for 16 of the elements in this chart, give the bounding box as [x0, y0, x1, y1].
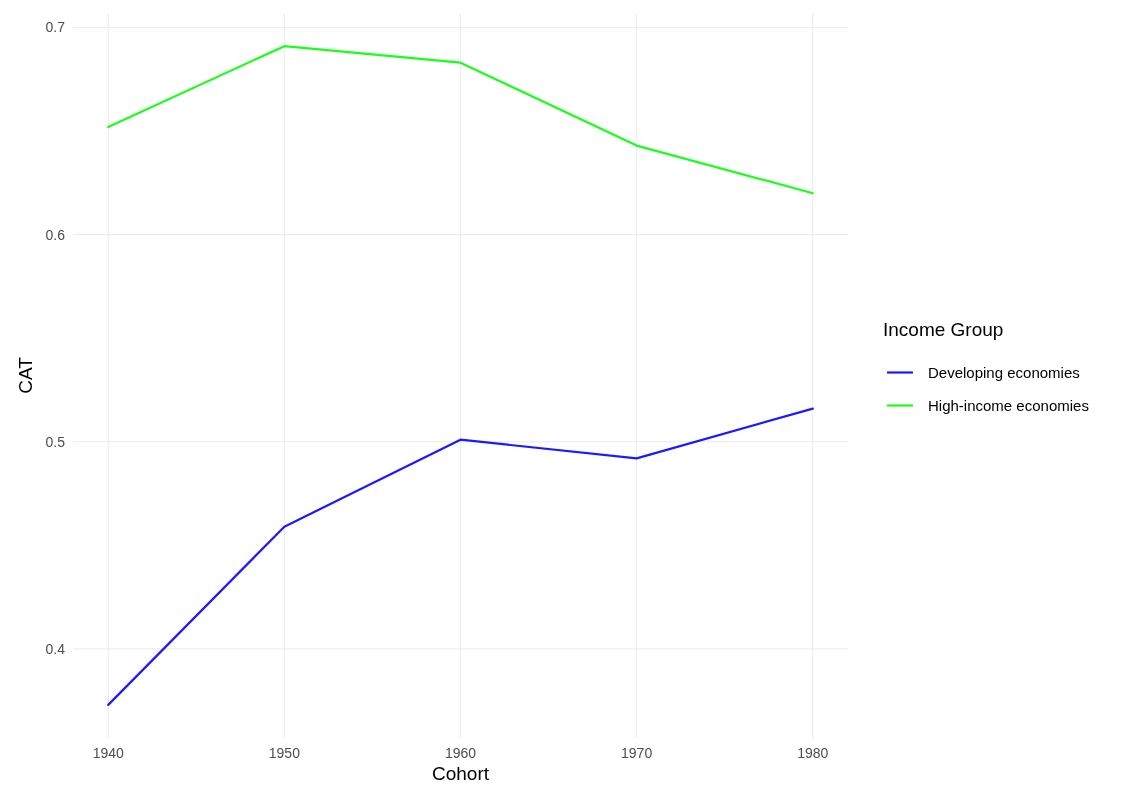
y-tick-label: 0.7: [45, 19, 66, 36]
x-tick-label: 1950: [268, 745, 301, 761]
y-tick-label: 0.6: [45, 226, 66, 243]
x-axis-title: Cohort: [431, 763, 490, 784]
x-tick-label: 1960: [444, 745, 477, 761]
y-tick-label: 0.5: [45, 433, 66, 450]
legend-label: High-income economies: [928, 396, 1089, 414]
legend-title: Income Group: [883, 318, 1004, 340]
x-tick-label: 1970: [621, 745, 653, 761]
line-series: [107, 407, 814, 706]
x-tick-label: 1980: [797, 745, 829, 761]
legend-label: Developing economies: [928, 363, 1080, 381]
y-tick-label: 0.4: [45, 640, 66, 657]
line-series: [107, 45, 814, 195]
y-axis-title: CAT: [15, 356, 36, 394]
x-tick-label: 1940: [92, 745, 125, 761]
